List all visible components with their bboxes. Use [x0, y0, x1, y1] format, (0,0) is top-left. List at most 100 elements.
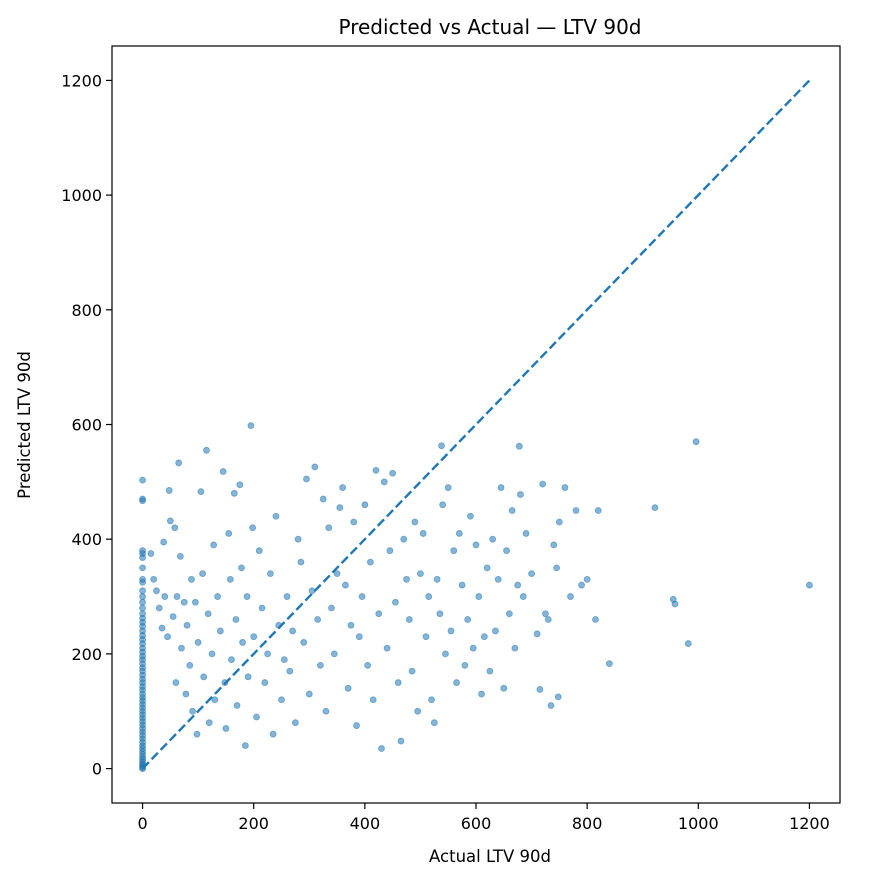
data-point: [505, 610, 513, 618]
data-point: [289, 627, 297, 635]
data-point: [208, 650, 216, 658]
data-point: [258, 604, 266, 612]
data-point: [266, 570, 274, 578]
data-point: [605, 660, 613, 668]
data-point: [489, 535, 497, 543]
data-point: [244, 673, 252, 681]
data-point: [226, 575, 234, 583]
data-point: [160, 538, 168, 546]
data-point: [519, 593, 527, 600]
data-point: [442, 650, 449, 658]
data-point: [336, 504, 344, 512]
data-point: [280, 656, 288, 664]
data-point: [205, 719, 213, 727]
data-point: [397, 737, 405, 745]
data-point: [203, 446, 210, 454]
data-point: [255, 547, 263, 555]
data-point: [347, 621, 355, 629]
data-point: [480, 633, 488, 641]
data-point: [236, 481, 244, 489]
data-point: [514, 581, 522, 589]
data-point: [533, 630, 541, 638]
data-point: [464, 616, 472, 623]
plot-frame: [111, 45, 841, 804]
data-point: [243, 593, 251, 600]
data-point: [478, 690, 485, 698]
x-tick-label: 400: [350, 814, 381, 833]
data-point: [378, 745, 385, 752]
x-tick-label: 200: [238, 814, 269, 833]
data-point: [517, 491, 524, 498]
data-point: [261, 679, 269, 686]
data-point: [139, 587, 146, 595]
data-point: [311, 463, 319, 471]
data-point: [438, 442, 445, 450]
plot-area: [112, 46, 840, 803]
data-point: [182, 690, 190, 698]
data-point: [249, 524, 256, 532]
data-point: [294, 535, 302, 543]
data-point: [367, 558, 374, 566]
data-point: [164, 633, 171, 641]
data-point: [158, 624, 166, 632]
data-point: [291, 719, 299, 727]
data-point: [380, 478, 388, 486]
data-point: [422, 633, 430, 641]
data-point: [439, 501, 447, 509]
data-point: [350, 518, 358, 526]
data-point: [554, 693, 562, 701]
data-point: [303, 475, 310, 483]
data-point: [339, 484, 347, 491]
x-tick-label: 800: [572, 814, 603, 833]
data-point: [455, 530, 463, 537]
data-point: [403, 575, 410, 583]
data-point: [297, 558, 305, 566]
data-point: [692, 438, 700, 446]
data-point: [204, 610, 212, 618]
data-point: [330, 650, 338, 658]
data-point: [333, 570, 341, 578]
data-point: [230, 489, 238, 497]
data-point: [383, 644, 391, 652]
data-point: [250, 633, 258, 641]
y-tick-label: 0: [92, 760, 102, 779]
chart-title: Predicted vs Actual — LTV 90d: [338, 15, 641, 39]
data-point: [386, 547, 394, 555]
data-point: [578, 581, 585, 589]
data-point: [405, 616, 413, 623]
data-point: [417, 570, 424, 578]
data-point: [219, 468, 227, 475]
data-point: [325, 524, 333, 532]
data-point: [494, 575, 502, 583]
data-point: [528, 570, 535, 578]
data-point: [319, 495, 327, 503]
data-point: [241, 742, 249, 750]
x-tick-label: 1200: [789, 814, 830, 833]
data-point: [444, 484, 452, 491]
data-point: [153, 587, 160, 595]
data-point: [180, 598, 188, 606]
data-point: [200, 673, 208, 681]
data-point: [186, 661, 194, 669]
data-point: [314, 616, 322, 623]
data-point: [486, 667, 494, 675]
data-point: [511, 644, 519, 652]
data-point: [553, 564, 560, 572]
data-point: [189, 707, 196, 715]
y-tick-label: 600: [71, 416, 102, 435]
data-point: [300, 639, 308, 646]
data-point: [450, 547, 458, 555]
data-point: [286, 667, 294, 675]
y-axis-ticks: 0 200 400 600 800 1000 1200: [61, 71, 112, 779]
data-point: [419, 530, 427, 537]
data-point: [492, 627, 499, 635]
data-points: [139, 422, 813, 772]
data-point: [342, 581, 349, 589]
data-point: [191, 598, 199, 606]
data-point: [139, 593, 146, 600]
data-point: [483, 564, 491, 572]
data-point: [328, 604, 335, 612]
data-point: [461, 661, 469, 669]
data-point: [358, 593, 366, 600]
data-point: [515, 442, 523, 450]
